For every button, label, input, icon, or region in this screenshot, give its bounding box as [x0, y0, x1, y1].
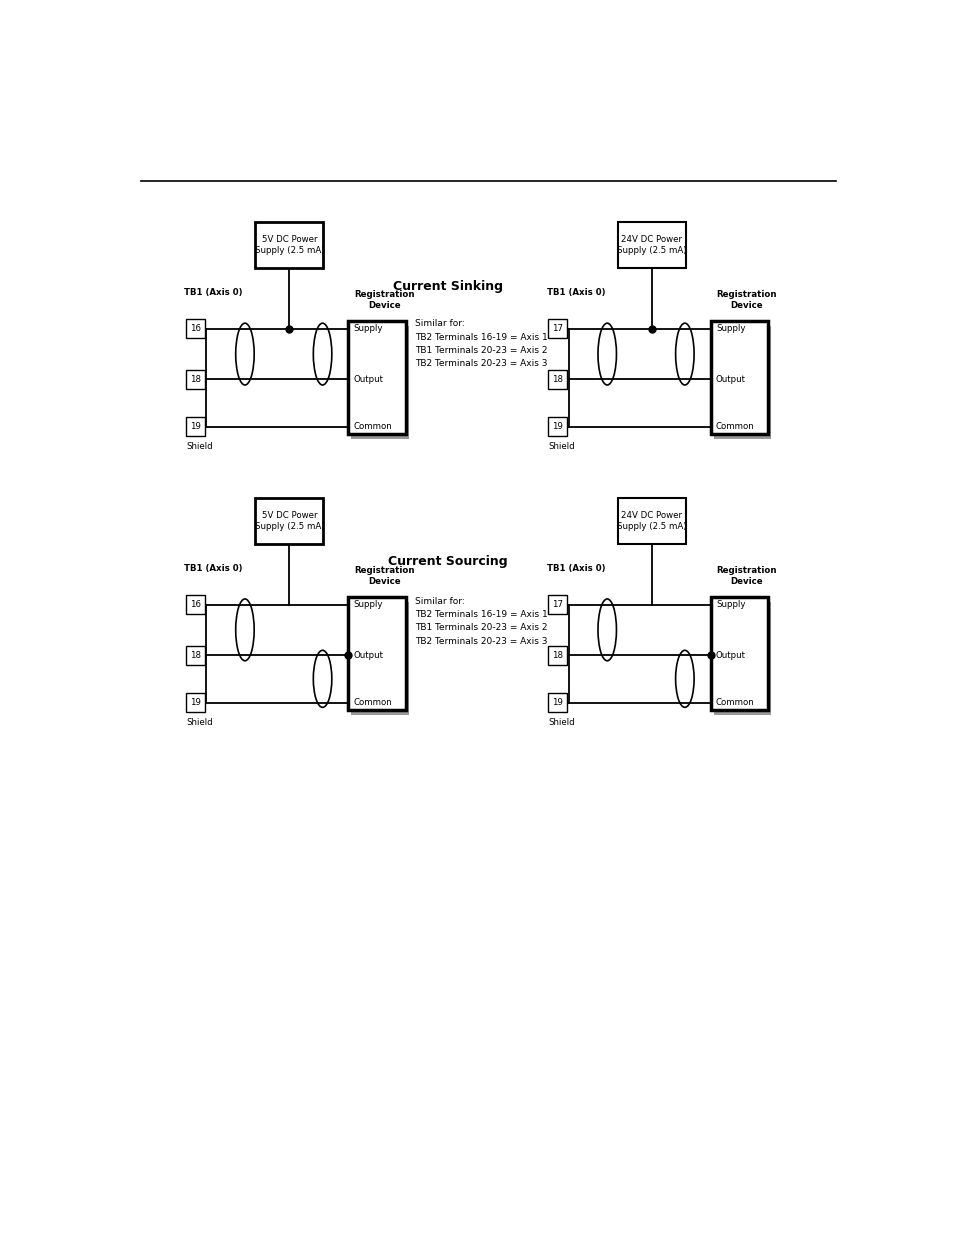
Text: 17: 17	[552, 600, 562, 609]
FancyBboxPatch shape	[713, 601, 771, 715]
Text: Registration
Device: Registration Device	[355, 566, 415, 587]
Text: TB1 (Axis 0): TB1 (Axis 0)	[546, 288, 604, 298]
Text: Registration
Device: Registration Device	[355, 290, 415, 310]
Text: Similar for:
TB2 Terminals 16-19 = Axis 1
TB1 Terminals 20-23 = Axis 2
TB2 Termi: Similar for: TB2 Terminals 16-19 = Axis …	[415, 320, 547, 368]
Text: Output: Output	[715, 651, 745, 659]
Text: 18: 18	[552, 651, 562, 659]
Text: Registration
Device: Registration Device	[716, 290, 777, 310]
Text: Shield: Shield	[187, 718, 213, 727]
FancyBboxPatch shape	[547, 369, 567, 389]
FancyBboxPatch shape	[186, 693, 205, 713]
Text: 19: 19	[552, 698, 562, 708]
Text: TB1 (Axis 0): TB1 (Axis 0)	[184, 564, 243, 573]
Text: 5V DC Power
Supply (2.5 mA): 5V DC Power Supply (2.5 mA)	[254, 235, 324, 256]
FancyBboxPatch shape	[713, 326, 771, 440]
Text: Output: Output	[715, 374, 745, 384]
FancyBboxPatch shape	[255, 498, 323, 543]
Text: 24V DC Power
Supply (2.5 mA): 24V DC Power Supply (2.5 mA)	[617, 235, 685, 256]
FancyBboxPatch shape	[710, 597, 767, 710]
Text: Common: Common	[715, 698, 754, 708]
Text: Supply: Supply	[354, 600, 383, 609]
Text: Shield: Shield	[548, 442, 575, 451]
FancyBboxPatch shape	[547, 417, 567, 436]
Text: Current Sinking: Current Sinking	[393, 279, 503, 293]
FancyBboxPatch shape	[348, 321, 406, 435]
Text: 18: 18	[190, 374, 201, 384]
Text: Output: Output	[354, 651, 383, 659]
Text: TB1 (Axis 0): TB1 (Axis 0)	[184, 288, 243, 298]
Text: Shield: Shield	[548, 718, 575, 727]
Text: Output: Output	[354, 374, 383, 384]
FancyBboxPatch shape	[547, 595, 567, 614]
Text: 18: 18	[190, 651, 201, 659]
Text: 17: 17	[552, 325, 562, 333]
Text: 19: 19	[190, 698, 201, 708]
Text: 16: 16	[190, 325, 201, 333]
Text: Similar for:
TB2 Terminals 16-19 = Axis 1
TB1 Terminals 20-23 = Axis 2
TB2 Termi: Similar for: TB2 Terminals 16-19 = Axis …	[415, 597, 547, 646]
Text: 18: 18	[552, 374, 562, 384]
FancyBboxPatch shape	[547, 693, 567, 713]
FancyBboxPatch shape	[186, 320, 205, 338]
FancyBboxPatch shape	[186, 595, 205, 614]
FancyBboxPatch shape	[351, 601, 409, 715]
FancyBboxPatch shape	[617, 498, 685, 543]
Text: TB1 (Axis 0): TB1 (Axis 0)	[546, 564, 604, 573]
Text: 19: 19	[190, 422, 201, 431]
FancyBboxPatch shape	[547, 646, 567, 664]
FancyBboxPatch shape	[617, 222, 685, 268]
Text: Common: Common	[354, 422, 392, 431]
Text: 16: 16	[190, 600, 201, 609]
Text: Supply: Supply	[354, 325, 383, 333]
FancyBboxPatch shape	[255, 222, 323, 268]
Text: 19: 19	[552, 422, 562, 431]
FancyBboxPatch shape	[186, 417, 205, 436]
FancyBboxPatch shape	[186, 369, 205, 389]
Text: Shield: Shield	[187, 442, 213, 451]
FancyBboxPatch shape	[710, 321, 767, 435]
FancyBboxPatch shape	[348, 597, 406, 710]
FancyBboxPatch shape	[351, 326, 409, 440]
Text: Current Sourcing: Current Sourcing	[388, 556, 508, 568]
Text: Common: Common	[715, 422, 754, 431]
Text: Supply: Supply	[715, 600, 744, 609]
FancyBboxPatch shape	[186, 646, 205, 664]
Text: Supply: Supply	[715, 325, 744, 333]
FancyBboxPatch shape	[547, 320, 567, 338]
Text: Common: Common	[354, 698, 392, 708]
Text: 5V DC Power
Supply (2.5 mA): 5V DC Power Supply (2.5 mA)	[254, 511, 324, 531]
Text: 24V DC Power
Supply (2.5 mA): 24V DC Power Supply (2.5 mA)	[617, 511, 685, 531]
Text: Registration
Device: Registration Device	[716, 566, 777, 587]
